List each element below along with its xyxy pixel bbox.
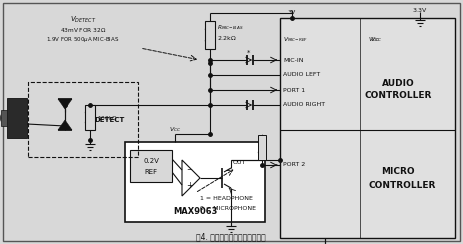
Bar (7, 98, 27, 138)
Text: $R_{MIC\mathrm{-}BIAS}$: $R_{MIC\mathrm{-}BIAS}$ (217, 24, 244, 32)
Text: 0.2V: 0.2V (143, 158, 159, 164)
Text: $V_{DETECT}$: $V_{DETECT}$ (70, 15, 96, 25)
Text: 图4. 用于耳机检测的比较器电路: 图4. 用于耳机检测的比较器电路 (196, 233, 266, 242)
Text: OUT: OUT (233, 160, 246, 164)
Text: 43mV FOR 32$\Omega$: 43mV FOR 32$\Omega$ (60, 26, 106, 34)
Text: MICRO: MICRO (381, 167, 415, 176)
Polygon shape (58, 120, 72, 130)
Polygon shape (0, 112, 1, 124)
Text: AUDIO RIGHT: AUDIO RIGHT (283, 102, 325, 108)
Bar (258, 135, 266, 160)
Text: 1.9V FOR 500$\mu$A MIC-BIAS: 1.9V FOR 500$\mu$A MIC-BIAS (46, 35, 119, 44)
Text: AUDIO: AUDIO (382, 79, 414, 88)
Text: 3.3V: 3.3V (413, 8, 427, 12)
Text: MAX9063: MAX9063 (173, 207, 217, 216)
Text: 100k$\Omega$: 100k$\Omega$ (97, 114, 118, 122)
Bar (85, 105, 95, 130)
Text: PORT 2: PORT 2 (283, 163, 305, 167)
Bar (125, 142, 265, 222)
Bar (130, 150, 172, 182)
Text: $V_{CC}$: $V_{CC}$ (368, 36, 380, 44)
Text: $V_{CC}$: $V_{CC}$ (370, 36, 382, 44)
Text: *: * (247, 50, 250, 56)
Text: AUDIO LEFT: AUDIO LEFT (283, 72, 320, 78)
Bar (205, 21, 215, 49)
Text: 0 = MICROPHONE: 0 = MICROPHONE (200, 205, 256, 211)
Text: 3V: 3V (288, 10, 296, 16)
Text: DETECT: DETECT (95, 117, 125, 123)
Text: 1 = HEADPHONE: 1 = HEADPHONE (200, 195, 253, 201)
Bar (1, 110, 7, 126)
Text: MIC-IN: MIC-IN (283, 58, 304, 62)
Text: 2.2k$\Omega$: 2.2k$\Omega$ (217, 34, 237, 42)
Text: CONTROLLER: CONTROLLER (368, 181, 436, 190)
Text: REF: REF (144, 169, 157, 175)
Text: CONTROLLER: CONTROLLER (364, 92, 432, 101)
Text: −: − (186, 167, 192, 173)
Bar (280, 18, 455, 238)
Text: +: + (186, 181, 193, 190)
Polygon shape (58, 99, 72, 109)
Text: $V_{MIC\mathrm{-}REF}$: $V_{MIC\mathrm{-}REF}$ (283, 36, 308, 44)
Bar (28, 82, 138, 157)
Text: $V_{CC}$: $V_{CC}$ (169, 126, 181, 134)
Text: PORT 1: PORT 1 (283, 88, 305, 92)
